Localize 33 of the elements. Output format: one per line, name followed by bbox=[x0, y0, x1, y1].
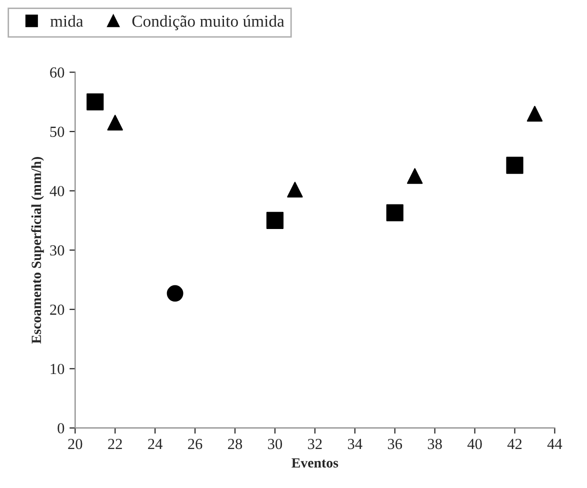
legend-label: Condição muito úmida bbox=[132, 15, 284, 30]
x-tick-label: 38 bbox=[428, 438, 442, 450]
x-tick-label: 28 bbox=[228, 438, 242, 450]
y-tick-label: 20 bbox=[50, 304, 64, 315]
point bbox=[287, 182, 303, 198]
y-tick-label: 40 bbox=[50, 186, 64, 196]
point bbox=[506, 156, 524, 174]
point bbox=[166, 285, 184, 302]
y-tick-label: 0 bbox=[58, 423, 64, 434]
x-tick-label: 30 bbox=[268, 438, 282, 450]
point bbox=[386, 204, 404, 222]
y-tick-label: 30 bbox=[50, 245, 64, 256]
x-tick-label: 44 bbox=[547, 438, 562, 449]
x-tick-label: 40 bbox=[467, 438, 482, 450]
y-axis-title: Escoamento Superficial (mm/h) bbox=[31, 156, 44, 344]
x-tick-label: 20 bbox=[68, 438, 82, 450]
y-tick-label: 50 bbox=[50, 126, 64, 137]
point bbox=[266, 212, 284, 230]
x-tick-label: 36 bbox=[388, 438, 402, 450]
point bbox=[406, 168, 423, 184]
x-tick-label: 22 bbox=[108, 438, 122, 449]
x-tick-label: 34 bbox=[348, 438, 362, 450]
y-tick-label: 60 bbox=[50, 67, 64, 78]
x-tick-label: 26 bbox=[188, 438, 202, 450]
point bbox=[526, 106, 543, 122]
point bbox=[107, 114, 123, 130]
x-tick-label: 24 bbox=[148, 438, 162, 449]
y-tick-label: 10 bbox=[50, 364, 64, 374]
x-tick-label: 42 bbox=[507, 438, 522, 449]
legend-label: mida bbox=[50, 15, 84, 27]
x-tick-label: 32 bbox=[308, 438, 322, 450]
point bbox=[86, 93, 104, 110]
x-axis-title: Eventos bbox=[292, 458, 338, 468]
